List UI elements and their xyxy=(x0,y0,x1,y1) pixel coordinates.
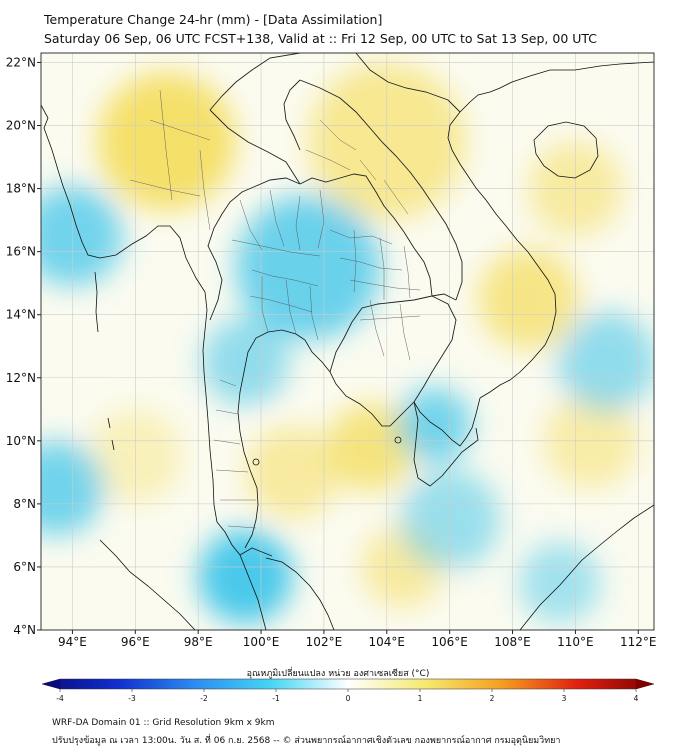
coastline-malay-east xyxy=(265,557,335,630)
lon-label: 98°E xyxy=(184,635,213,649)
colorbar-tick-label: -3 xyxy=(128,694,136,703)
lat-label: 6°N xyxy=(13,560,36,574)
province-lines-central xyxy=(249,269,319,341)
lat-label: 18°N xyxy=(6,182,36,196)
coastline-sumatra xyxy=(99,539,196,630)
cool-area-1 xyxy=(41,185,123,287)
border-cambodia-vietnam xyxy=(413,295,457,403)
warm-area-5 xyxy=(245,425,340,520)
province-lines-cambodia xyxy=(359,299,421,361)
coastline-peninsula-west xyxy=(216,521,267,630)
warm-area-0 xyxy=(97,72,236,211)
cool-area-7 xyxy=(556,311,654,413)
axis-labels: 22°N 20°N 18°N 16°N 14°N 12°N 10°N 8°N 6°N 4°N 94°… xyxy=(6,55,657,649)
border-myanmar-thailand xyxy=(207,177,301,321)
footer-model-info: WRF-DA Domain 01 :: Grid Resolution 9km … xyxy=(52,718,275,728)
colorbar-high-extend xyxy=(636,679,654,689)
border-thailand-laos xyxy=(299,173,433,297)
lat-label: 20°N xyxy=(6,119,36,133)
colorbar-tick-label: 2 xyxy=(489,694,495,703)
border-cambodia-laos xyxy=(431,293,457,301)
lon-label: 100°E xyxy=(243,635,280,649)
colorbar-tick-label: 1 xyxy=(417,694,423,703)
warm-area-2 xyxy=(477,248,579,350)
lat-label: 16°N xyxy=(6,245,36,259)
lon-label: 112°E xyxy=(620,635,657,649)
country-borders xyxy=(207,53,463,557)
coastline-myanmar-west xyxy=(41,104,218,523)
province-lines-northeast xyxy=(329,229,421,300)
graticule xyxy=(41,53,654,630)
colorbar-ticks xyxy=(59,689,637,692)
colorbar-bar xyxy=(41,678,655,690)
map-subtitle: Saturday 06 Sep, 06 UTC FCST+138, Valid … xyxy=(44,31,598,46)
andaman-islands xyxy=(94,271,99,333)
hainan-island xyxy=(533,121,599,179)
lon-label: 102°E xyxy=(306,635,343,649)
colorbar-tick-label: 0 xyxy=(345,694,351,703)
colorbar-tick-label: 4 xyxy=(633,694,639,703)
colorbar-title: อุณหภูมิเปลี่ยนแปลง หน่วย องศาเซลเซียส (… xyxy=(246,669,430,679)
nicobar-islands xyxy=(107,417,115,451)
lon-label: 94°E xyxy=(58,635,87,649)
province-lines-south xyxy=(213,379,257,529)
cool-area-0 xyxy=(235,195,381,340)
lat-label: 4°N xyxy=(13,623,36,637)
border-thailand-cambodia xyxy=(329,295,433,373)
lat-label: 8°N xyxy=(13,497,36,511)
colorbar-tick-label: -4 xyxy=(56,694,64,703)
colorbar-tick-label: -2 xyxy=(200,694,208,703)
cool-area-2 xyxy=(41,440,104,536)
warm-area-4 xyxy=(327,403,416,492)
coastline-borneo xyxy=(519,504,654,630)
province-lines-laos xyxy=(305,119,409,215)
lon-label: 108°E xyxy=(494,635,531,649)
border-laos-vietnam xyxy=(299,79,463,301)
lon-label: 110°E xyxy=(557,635,594,649)
cool-area-8 xyxy=(518,541,601,624)
lat-label: 14°N xyxy=(6,308,36,322)
colorbar xyxy=(41,678,655,692)
plot-frame xyxy=(40,52,655,631)
lat-label: 22°N xyxy=(6,55,36,69)
footer-update-info: ปรับปรุงข้อมูล ณ เวลา 13:00น. วัน ส. ที่… xyxy=(52,736,561,746)
coastline-gulf-of-thailand xyxy=(237,329,481,549)
province-borders xyxy=(129,89,421,529)
coastlines xyxy=(41,61,654,630)
island-phu-quoc xyxy=(394,436,402,444)
colorbar-tick-label: -1 xyxy=(272,694,280,703)
colorbar-low-extend xyxy=(42,679,60,689)
border-laos-china xyxy=(283,79,301,151)
border-thailand-malaysia xyxy=(239,547,273,557)
lon-label: 104°E xyxy=(369,635,406,649)
border-china-vietnam xyxy=(355,53,461,113)
province-lines-north xyxy=(231,189,325,257)
lat-label: 12°N xyxy=(6,371,36,385)
coastline-mekong-delta xyxy=(413,401,479,487)
coastline-vietnam xyxy=(447,61,654,399)
cool-area-3 xyxy=(198,529,293,624)
lon-label: 106°E xyxy=(431,635,468,649)
province-lines-myanmar xyxy=(129,89,211,231)
lat-label: 10°N xyxy=(6,434,36,448)
border-myanmar-china xyxy=(209,53,301,185)
colorbar-tick-label: 3 xyxy=(561,694,567,703)
map-title: Temperature Change 24-hr (mm) - [Data As… xyxy=(44,12,383,27)
cool-area-6 xyxy=(201,317,290,407)
lon-label: 96°E xyxy=(121,635,150,649)
island-koh-samui xyxy=(252,458,260,466)
